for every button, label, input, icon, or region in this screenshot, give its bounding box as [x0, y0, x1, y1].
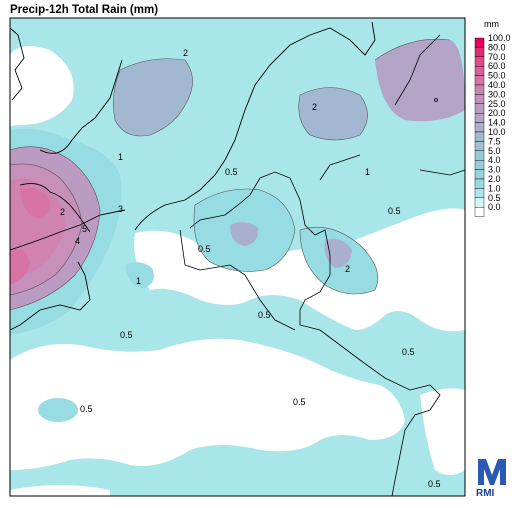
coastline-normandy [10, 261, 91, 331]
legend-swatch [474, 131, 485, 142]
contour-label: 0.5 [402, 347, 415, 357]
legend-swatch [474, 159, 485, 170]
contour-label: 0.5 [225, 167, 238, 177]
legend-swatch [474, 122, 485, 133]
legend-swatch [474, 188, 485, 198]
contour-label: 2 [183, 48, 188, 58]
rain-field-2-center-small [230, 222, 259, 246]
legend-unit: mm [484, 19, 499, 29]
rain-field-2-east-small [324, 238, 352, 268]
legend-label: 70.0 [488, 52, 506, 62]
legend-label: 0.0 [488, 202, 501, 212]
rain-blob-south [38, 398, 78, 422]
legend-label: 10.0 [488, 127, 506, 137]
contour-label: 3 [118, 204, 123, 214]
legend-swatch [474, 141, 485, 151]
legend-label: 30.0 [488, 89, 506, 99]
coastline-continent [134, 21, 376, 231]
contour-label: 2 [345, 264, 350, 274]
legend-label: 40.0 [488, 80, 506, 90]
rmi-logo-icon [478, 459, 506, 485]
legend-swatch [474, 112, 485, 123]
rain-field-1-small [125, 262, 154, 288]
rain-field-heavy-5 [20, 187, 51, 218]
contour-lines [10, 38, 451, 311]
legend-label: 100.0 [488, 33, 511, 43]
legend-label: 7.5 [488, 136, 501, 146]
dry-area-southwest-corner [10, 485, 110, 496]
rain-max-marker [434, 98, 438, 102]
rain-blob-southwest [72, 298, 128, 338]
legend-label: 4.0 [488, 155, 501, 165]
legend-label: 1.0 [488, 183, 501, 193]
coastline-uk [10, 27, 126, 251]
contour-label: 0.5 [80, 404, 93, 414]
legend-label: 50.0 [488, 71, 506, 81]
legend-swatch [474, 103, 485, 114]
contour-label: 0.5 [120, 330, 133, 340]
contour-label: 5 [82, 224, 87, 234]
legend-swatch [474, 169, 485, 180]
legend-swatch [474, 94, 485, 105]
legend-swatch [474, 37, 485, 48]
rain-field-2-northeast [298, 87, 368, 140]
legend-label: 25.0 [488, 99, 506, 109]
legend-label: 3.0 [488, 165, 501, 175]
contour-label: 0.5 [258, 310, 271, 320]
contour-label: 0.5 [388, 206, 401, 216]
legend-swatch [474, 178, 485, 189]
contour-label: 1 [118, 152, 123, 162]
contour-label: 0.5 [293, 397, 306, 407]
legend-label: 0.5 [488, 193, 501, 203]
contour-label: 1 [136, 276, 141, 286]
legend-label: 14.0 [488, 118, 506, 128]
legend-swatch [474, 56, 485, 67]
legend-swatch [474, 75, 485, 86]
dry-area-southeast [420, 388, 465, 475]
legend-label: 80.0 [488, 42, 506, 52]
legend-label: 2.0 [488, 174, 501, 184]
legend-swatch [474, 84, 485, 95]
map-title: Precip-12h Total Rain (mm) [10, 4, 159, 16]
contour-label: 4 [75, 236, 80, 246]
country-borders [179, 34, 465, 496]
contour-label: 2 [60, 207, 65, 217]
map-frame [9, 17, 466, 497]
legend-swatch [474, 47, 485, 58]
contour-label: 2 [312, 102, 317, 112]
legend-label: 5.0 [488, 146, 501, 156]
contour-label: 0.5 [428, 479, 441, 489]
legend-swatch [474, 206, 485, 217]
legend-swatch [474, 197, 485, 208]
legend-swatch [474, 65, 485, 76]
dry-area-northwest [10, 46, 74, 126]
dry-area-west-channel [134, 208, 465, 332]
rain-field-2-north [113, 58, 193, 136]
rain-field-heavy-4 [10, 248, 30, 285]
rmi-logo-text: RMI [476, 488, 495, 499]
legend-label: 60.0 [488, 61, 506, 71]
contour-label: 0.5 [198, 244, 211, 254]
dry-area-south [10, 338, 405, 470]
legend-swatch [474, 150, 485, 161]
contour-label: 1 [365, 167, 370, 177]
legend-label: 20.0 [488, 108, 506, 118]
